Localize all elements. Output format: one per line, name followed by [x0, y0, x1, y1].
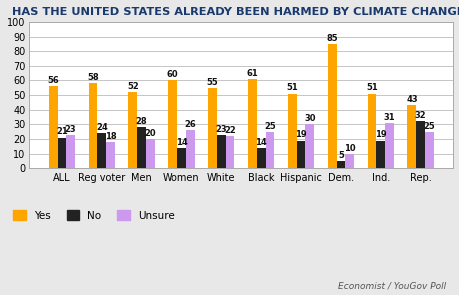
- Text: 14: 14: [175, 138, 187, 147]
- Text: 20: 20: [144, 129, 156, 138]
- Text: 25: 25: [423, 122, 434, 131]
- Text: 60: 60: [167, 70, 178, 79]
- Text: 19: 19: [374, 130, 386, 139]
- Bar: [137, 127, 146, 168]
- Text: 26: 26: [184, 120, 196, 129]
- Text: 21: 21: [56, 127, 67, 136]
- Bar: [66, 135, 75, 168]
- Title: HAS THE UNITED STATES ALREADY BEEN HARMED BY CLIMATE CHANGE?: HAS THE UNITED STATES ALREADY BEEN HARME…: [12, 7, 459, 17]
- Bar: [89, 83, 97, 168]
- Bar: [177, 148, 185, 168]
- Bar: [146, 139, 154, 168]
- Text: 30: 30: [303, 114, 315, 123]
- Bar: [345, 154, 353, 168]
- Text: 5: 5: [337, 151, 343, 160]
- Text: 14: 14: [255, 138, 267, 147]
- Bar: [57, 137, 66, 168]
- Text: 56: 56: [47, 76, 59, 85]
- Text: 23: 23: [215, 124, 227, 134]
- Text: 85: 85: [325, 34, 337, 43]
- Bar: [265, 132, 274, 168]
- Text: 18: 18: [105, 132, 116, 141]
- Bar: [168, 81, 177, 168]
- Bar: [97, 133, 106, 168]
- Bar: [305, 124, 313, 168]
- Text: 51: 51: [286, 83, 297, 93]
- Text: 10: 10: [343, 144, 355, 153]
- Text: 22: 22: [224, 126, 235, 135]
- Text: 43: 43: [405, 95, 417, 104]
- Bar: [185, 130, 194, 168]
- Text: Economist / YouGov Poll: Economist / YouGov Poll: [337, 281, 445, 291]
- Text: 19: 19: [295, 130, 306, 139]
- Text: 31: 31: [383, 113, 394, 122]
- Text: 28: 28: [135, 117, 147, 126]
- Bar: [424, 132, 433, 168]
- Text: 23: 23: [65, 124, 76, 134]
- Bar: [336, 161, 345, 168]
- Text: 24: 24: [95, 123, 107, 132]
- Text: 32: 32: [414, 111, 425, 120]
- Bar: [217, 135, 225, 168]
- Bar: [247, 79, 256, 168]
- Bar: [106, 142, 115, 168]
- Bar: [327, 44, 336, 168]
- Bar: [256, 148, 265, 168]
- Bar: [49, 86, 57, 168]
- Bar: [287, 94, 296, 168]
- Legend: Yes, No, Unsure: Yes, No, Unsure: [9, 206, 179, 225]
- Text: 25: 25: [263, 122, 275, 131]
- Bar: [375, 140, 384, 168]
- Bar: [225, 136, 234, 168]
- Bar: [415, 122, 424, 168]
- Text: 55: 55: [206, 78, 218, 87]
- Bar: [128, 92, 137, 168]
- Bar: [296, 140, 305, 168]
- Text: 58: 58: [87, 73, 99, 82]
- Bar: [208, 88, 217, 168]
- Bar: [367, 94, 375, 168]
- Text: 52: 52: [127, 82, 139, 91]
- Text: 51: 51: [365, 83, 377, 93]
- Bar: [407, 105, 415, 168]
- Bar: [384, 123, 393, 168]
- Text: 61: 61: [246, 69, 258, 78]
